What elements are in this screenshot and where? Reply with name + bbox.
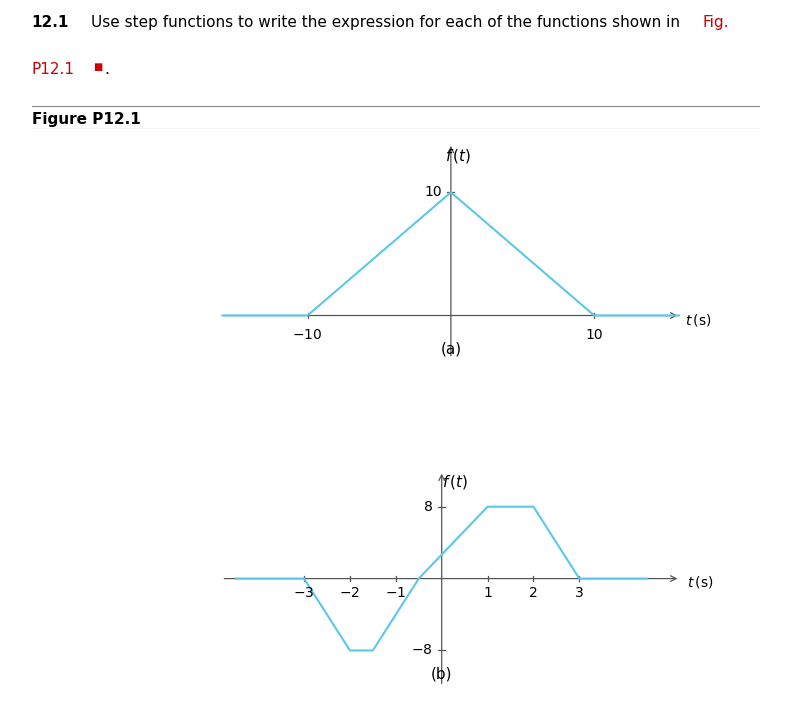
Text: 10: 10 <box>585 328 603 342</box>
Text: Use step functions to write the expression for each of the functions shown in: Use step functions to write the expressi… <box>91 16 685 31</box>
Text: $-$3: $-$3 <box>293 586 315 600</box>
Text: (a): (a) <box>441 341 461 356</box>
Text: 12.1: 12.1 <box>32 16 69 31</box>
Text: $t\,({\rm s})$: $t\,({\rm s})$ <box>684 312 711 328</box>
Text: $t\,({\rm s})$: $t\,({\rm s})$ <box>687 574 713 590</box>
Text: 8: 8 <box>424 500 433 513</box>
Text: ■: ■ <box>93 61 103 72</box>
Text: $f\,(t)$: $f\,(t)$ <box>445 147 471 164</box>
Text: 3: 3 <box>575 586 584 600</box>
Text: $-$2: $-$2 <box>339 586 361 600</box>
Text: $-$10: $-$10 <box>293 328 323 342</box>
Text: $-$1: $-$1 <box>385 586 407 600</box>
Text: Fig.: Fig. <box>702 16 729 31</box>
Text: Figure P12.1: Figure P12.1 <box>32 112 140 127</box>
Text: 1: 1 <box>483 586 492 600</box>
Text: 10: 10 <box>425 185 442 199</box>
Text: $-$8: $-$8 <box>411 644 433 658</box>
Text: $f\,(t)$: $f\,(t)$ <box>442 473 468 491</box>
Text: P12.1: P12.1 <box>32 61 74 77</box>
Text: .: . <box>104 61 109 77</box>
Text: (b): (b) <box>431 667 452 682</box>
Text: 2: 2 <box>529 586 538 600</box>
